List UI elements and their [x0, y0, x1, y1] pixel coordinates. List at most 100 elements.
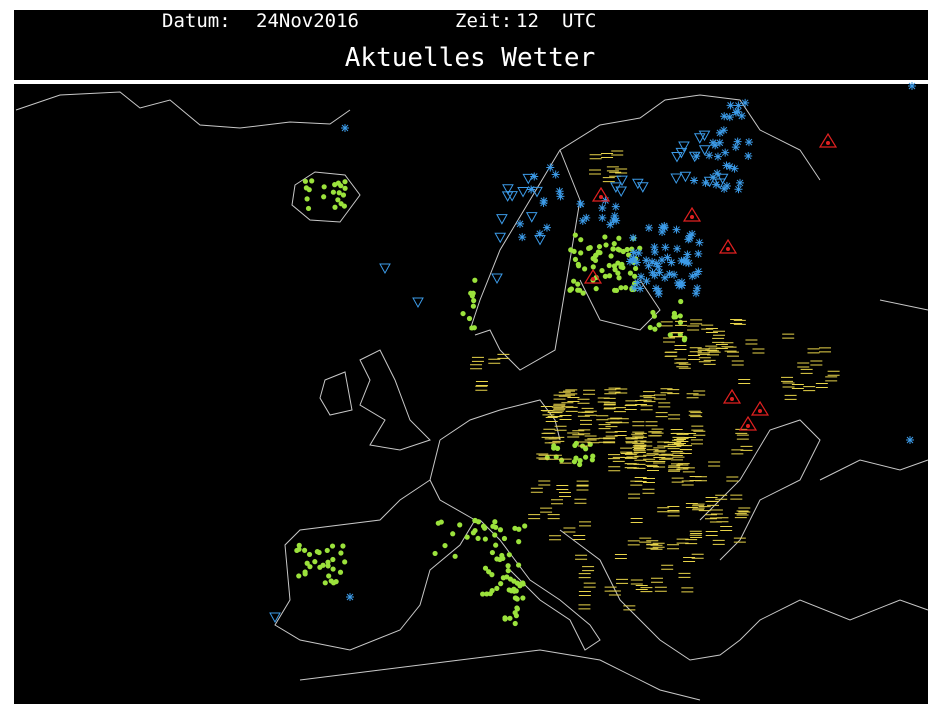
- rain-symbol: [577, 461, 583, 468]
- snow-symbol: [634, 249, 643, 258]
- snow-symbol: [582, 213, 591, 222]
- storm-symbol: [750, 400, 770, 416]
- storm-dot: [726, 247, 730, 251]
- shower-symbol: [678, 141, 690, 152]
- rain-symbol: [505, 568, 511, 574]
- rain-symbol: [329, 543, 336, 549]
- snow-symbol: [906, 436, 914, 444]
- snow-symbol: [737, 111, 746, 120]
- rain-symbol: [599, 267, 605, 274]
- coastline: [469, 94, 821, 331]
- rain-symbol: [338, 183, 344, 189]
- rain-symbol: [606, 262, 612, 269]
- rain-symbol: [322, 580, 328, 586]
- rain-symbol: [516, 539, 522, 545]
- fog-symbol: [731, 449, 744, 455]
- rain-symbol: [325, 559, 331, 565]
- fog-symbol: [576, 485, 589, 491]
- rain-symbol: [568, 247, 574, 253]
- snow-symbol: [719, 126, 728, 135]
- rain-symbol: [296, 542, 302, 548]
- fog-symbol: [712, 337, 725, 343]
- fog-symbol: [578, 441, 591, 447]
- snow-symbol: [720, 184, 729, 193]
- fog-symbol: [705, 496, 718, 502]
- fog-symbol: [603, 438, 616, 444]
- fog-symbol: [819, 347, 832, 353]
- fog-symbol: [661, 564, 674, 570]
- fog-symbol: [543, 428, 556, 434]
- fog-symbol: [553, 403, 566, 409]
- fog-symbol: [596, 415, 609, 421]
- fog-symbol: [815, 383, 828, 389]
- fog-symbol: [639, 395, 652, 401]
- fog-symbol: [690, 412, 703, 418]
- fog-symbol: [604, 586, 617, 592]
- rain-symbol: [304, 560, 310, 566]
- snow-symbol: [658, 228, 667, 237]
- rain-symbol: [342, 559, 348, 565]
- fog-symbol: [540, 507, 553, 513]
- shower-symbol: [525, 212, 538, 223]
- fog-symbol: [624, 404, 637, 410]
- fog-symbol: [686, 393, 699, 399]
- rain-symbol: [511, 588, 517, 594]
- rain-symbol: [325, 563, 331, 569]
- rain-symbol: [487, 591, 493, 597]
- fog-symbol: [630, 518, 643, 524]
- fog-symbol: [678, 363, 691, 369]
- snow-symbol: [610, 211, 619, 220]
- map-area: [14, 84, 928, 704]
- fog-symbol: [730, 319, 743, 325]
- snow-symbol: [654, 286, 663, 295]
- fog-symbol: [724, 346, 737, 352]
- rain-symbol: [593, 286, 599, 292]
- fog-symbol: [632, 421, 645, 427]
- fog-symbol: [475, 380, 488, 386]
- snow-symbol: [720, 112, 729, 121]
- fog-symbol: [647, 465, 659, 471]
- snow-symbol: [576, 200, 585, 209]
- fog-symbol: [736, 434, 749, 440]
- fog-symbol: [603, 397, 616, 403]
- rain-symbol: [328, 578, 334, 584]
- fog-symbol: [616, 418, 629, 424]
- rain-symbol: [610, 246, 616, 252]
- fog-symbol: [731, 360, 744, 366]
- rain-symbol: [678, 298, 684, 305]
- storm-symbol: [722, 388, 742, 404]
- fog-symbol: [671, 332, 684, 338]
- snow-symbol: [636, 284, 645, 293]
- fog-symbol: [589, 169, 602, 175]
- fog-symbol: [738, 507, 751, 513]
- fog-symbol: [632, 431, 645, 437]
- rain-symbol: [512, 620, 518, 627]
- rain-symbol: [505, 563, 511, 569]
- rain-symbol: [512, 525, 518, 531]
- fog-symbol: [633, 447, 646, 453]
- rain-symbol: [482, 565, 489, 571]
- fog-symbol: [624, 463, 637, 469]
- rain-symbol: [671, 314, 677, 320]
- fog-symbol: [705, 514, 717, 520]
- snow-symbol: [555, 187, 564, 196]
- fog-symbol: [565, 389, 578, 395]
- fog-symbol: [675, 320, 688, 326]
- rain-symbol: [616, 275, 622, 281]
- shower-symbol: [616, 175, 628, 187]
- rain-symbol: [499, 552, 505, 559]
- fog-symbol: [676, 441, 689, 447]
- snow-symbol: [713, 169, 722, 178]
- fog-symbol: [684, 432, 697, 438]
- shower-symbol: [531, 186, 543, 198]
- rain-symbol: [296, 546, 302, 552]
- fog-symbol: [650, 577, 663, 583]
- rain-symbol: [498, 581, 504, 587]
- snow-symbol: [542, 223, 551, 232]
- fog-symbol: [807, 348, 820, 354]
- rain-symbol: [296, 573, 302, 579]
- fog-symbol: [690, 532, 703, 538]
- fog-symbol: [734, 513, 747, 519]
- snow-symbol: [556, 192, 565, 201]
- fog-symbol: [698, 506, 711, 512]
